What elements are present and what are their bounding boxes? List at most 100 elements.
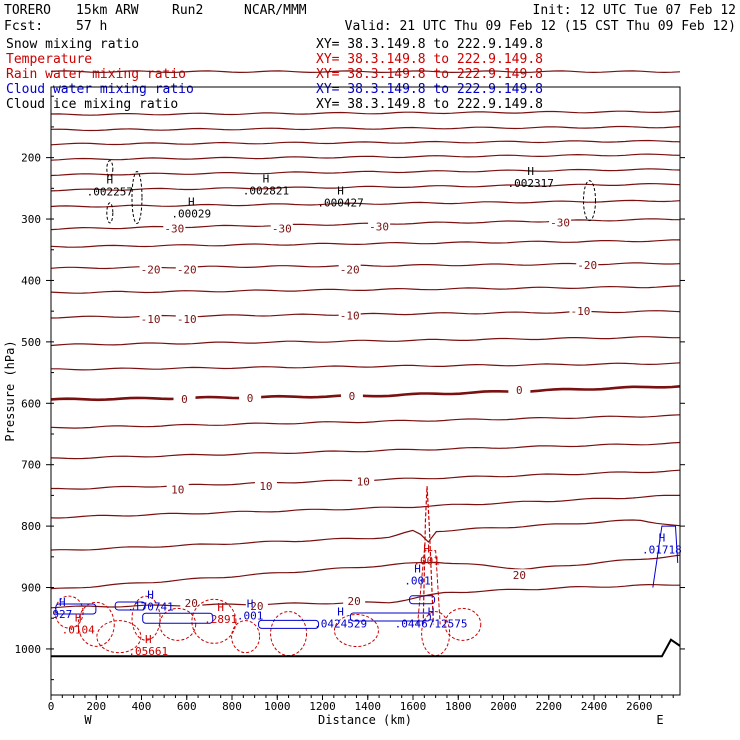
isotherm-label: 20 (185, 597, 198, 610)
cloud-water-contour (409, 595, 436, 605)
snow-contour (131, 171, 143, 225)
isotherm-line (50, 336, 680, 347)
isotherm-label: -30 (164, 222, 184, 235)
east-label: E (656, 713, 663, 727)
isotherm-label-bg (175, 313, 198, 325)
rain-contour (444, 607, 482, 641)
legend-xy: XY= 38.3.149.8 to 222.9.149.8 (316, 97, 543, 112)
isotherm-label-bg (352, 475, 375, 487)
x-tick-label: 2400 (581, 700, 608, 713)
snow-contour (106, 202, 114, 224)
model-run: Run2 (172, 3, 203, 18)
x-tick-label: 400 (132, 700, 152, 713)
isotherm-line (50, 583, 680, 609)
x-tick-label: 1200 (309, 700, 336, 713)
isotherm-label-bg (173, 392, 196, 404)
y-axis-label: Pressure (hPa) (3, 340, 17, 441)
rain-contour (421, 611, 451, 657)
max-marker-h: H (337, 185, 344, 198)
max-marker-value: .002257 (87, 186, 133, 199)
max-marker-h: H (527, 165, 534, 178)
isotherm-label: 20 (250, 600, 263, 613)
rain-contour (270, 611, 308, 657)
cloud-water-contour (55, 603, 97, 615)
isotherm-label: 10 (171, 483, 184, 496)
isotherm-label: 20 (348, 595, 361, 608)
legend-label: Cloud ice mixing ratio (6, 97, 178, 112)
isotherm-label-bg (338, 309, 361, 321)
isotherm-label: 20 (513, 569, 526, 582)
x-tick-label: 0 (48, 700, 55, 713)
isotherm-line (50, 494, 681, 519)
isotherm-label-bg (180, 596, 203, 608)
x-tick-label: 1400 (355, 700, 382, 713)
isotherm-label: 10 (357, 475, 370, 488)
max-marker-value: .001 (237, 609, 264, 622)
max-marker-h: H (423, 543, 430, 556)
y-tick-label: 600 (21, 397, 41, 410)
legend-label: Cloud water mixing ratio (6, 82, 194, 97)
y-tick-label: 200 (21, 152, 41, 165)
isotherm-label: -10 (177, 313, 197, 326)
isotherm-line (50, 554, 681, 590)
model-name: TORERO (4, 3, 51, 18)
x-tick-label: 1600 (400, 700, 427, 713)
isotherm-line (50, 285, 681, 294)
x-tick-label: 800 (222, 700, 242, 713)
rain-contour (96, 620, 142, 654)
isotherm-line (50, 168, 681, 177)
rain-contour (159, 607, 197, 641)
isotherm-label: -30 (550, 217, 570, 230)
max-marker-value: .001 (413, 555, 440, 568)
max-marker-h: H (247, 597, 254, 610)
x-tick-label: 200 (86, 700, 106, 713)
y-tick-label: 800 (21, 520, 41, 533)
isotherm-label-bg (368, 220, 391, 232)
isotherm-line (50, 441, 681, 460)
legend-xy: XY= 38.3.149.8 to 222.9.149.8 (316, 37, 543, 52)
x-tick-label: 600 (177, 700, 197, 713)
max-marker-h: H (188, 196, 195, 209)
max-marker-h: H (145, 633, 152, 646)
max-marker-h: H (263, 172, 270, 185)
isotherm-label-bg (163, 222, 186, 234)
plot-frame (50, 86, 681, 696)
max-marker-value: 927 (52, 608, 72, 621)
rain-contour (191, 598, 237, 644)
max-marker-h: H (147, 589, 154, 602)
isotherm-line (50, 414, 681, 429)
max-marker-h: H (217, 601, 224, 614)
max-marker-h: H (659, 532, 666, 545)
fcst-hour: 57 h (76, 19, 107, 34)
max-marker-value: .00029 (171, 208, 211, 221)
y-tick-label: 400 (21, 274, 41, 287)
isotherm-label: -10 (141, 313, 161, 326)
x-tick-label: 2600 (626, 700, 653, 713)
x-tick-label: 2000 (490, 700, 517, 713)
isotherm-label: -30 (369, 220, 389, 233)
rain-contour (54, 595, 84, 629)
max-marker-h: H (107, 174, 114, 187)
isotherm-line (51, 362, 681, 371)
cloud-water-contour (652, 525, 679, 588)
legend-xy: XY= 38.3.149.8 to 222.9.149.8 (316, 82, 543, 97)
model-resolution: 15km ARW (76, 3, 139, 18)
cloud-water-contour (114, 601, 146, 611)
isotherm-line (50, 519, 681, 551)
isotherm-label-bg (166, 483, 189, 495)
isotherm-line (50, 182, 681, 192)
isotherm-label-bg (139, 313, 162, 325)
max-marker-value: .05661 (128, 645, 168, 658)
max-marker-h: H (59, 596, 66, 609)
max-marker-value: .000427 (317, 197, 363, 210)
isotherm-line (50, 239, 680, 248)
isotherm-label-bg (508, 383, 531, 395)
isotherm-line (50, 385, 681, 402)
legend: Snow mixing ratio XY= 38.3.149.8 to 222.9… (6, 37, 543, 112)
rain-contour (422, 486, 434, 625)
y-tick-label: 500 (21, 336, 41, 349)
model-org: NCAR/MMM (244, 3, 307, 18)
y-tick-label: 700 (21, 459, 41, 472)
legend-label: Temperature (6, 52, 92, 67)
